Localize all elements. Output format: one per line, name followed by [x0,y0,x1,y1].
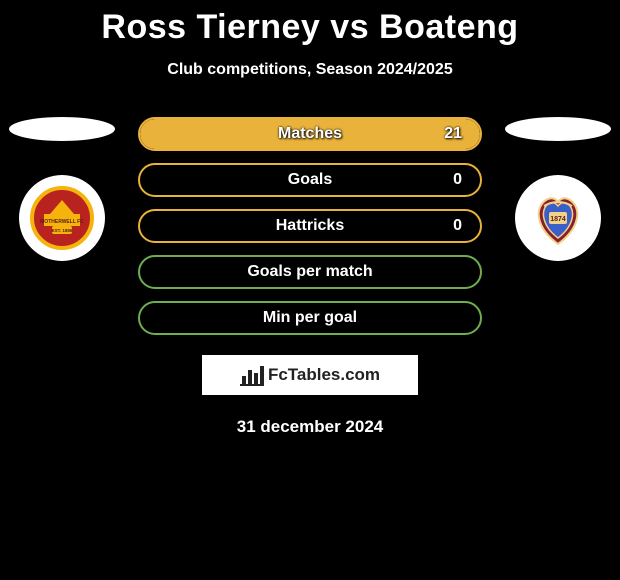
stat-bar-label: Goals per match [247,263,372,281]
svg-text:1874: 1874 [550,216,566,223]
player-left-column: MOTHERWELL FC EST. 1886 [6,117,118,261]
stat-bar-value-right: 0 [453,171,462,189]
stat-bar-value-right: 0 [453,217,462,235]
player-right-column: 1874 [502,117,614,261]
motherwell-club-badge: MOTHERWELL FC EST. 1886 [19,175,105,261]
stat-bar: Min per goal [138,301,482,335]
brand-text: FcTables.com [268,365,380,385]
stat-bar-label: Hattricks [276,217,344,235]
comparison-content: MOTHERWELL FC EST. 1886 Matches21Goals0H… [0,117,620,335]
brand-logo-box[interactable]: FcTables.com [202,355,418,395]
heart-shield-icon: 1874 [526,186,590,250]
stat-bar-label: Matches [278,125,342,143]
page-title: Ross Tierney vs Boateng [0,8,620,47]
svg-text:EST. 1886: EST. 1886 [52,228,73,233]
stat-bar-label: Min per goal [263,309,357,327]
stat-bar-value-right: 21 [444,125,462,143]
player-right-avatar [505,117,611,141]
footer-date: 31 december 2024 [0,417,620,437]
stat-bar-label: Goals [288,171,332,189]
stat-bar: Goals per match [138,255,482,289]
svg-text:MOTHERWELL FC: MOTHERWELL FC [40,219,84,225]
stat-bars: Matches 21 Goals 0 Hattricks 0 Goals per match… [138,117,482,335]
player-left-avatar [9,117,115,141]
shield-icon: MOTHERWELL FC EST. 1886 [30,186,94,250]
bar-chart-icon [240,364,264,386]
page-subtitle: Club competitions, Season 2024/2025 [0,61,620,79]
comparison-card: Ross Tierney vs Boateng Club competition… [0,0,620,437]
stat-bar: Goals 0 [138,163,482,197]
stat-bar: Hattricks 0 [138,209,482,243]
hearts-club-badge: 1874 [515,175,601,261]
stat-bar: Matches 21 [138,117,482,151]
